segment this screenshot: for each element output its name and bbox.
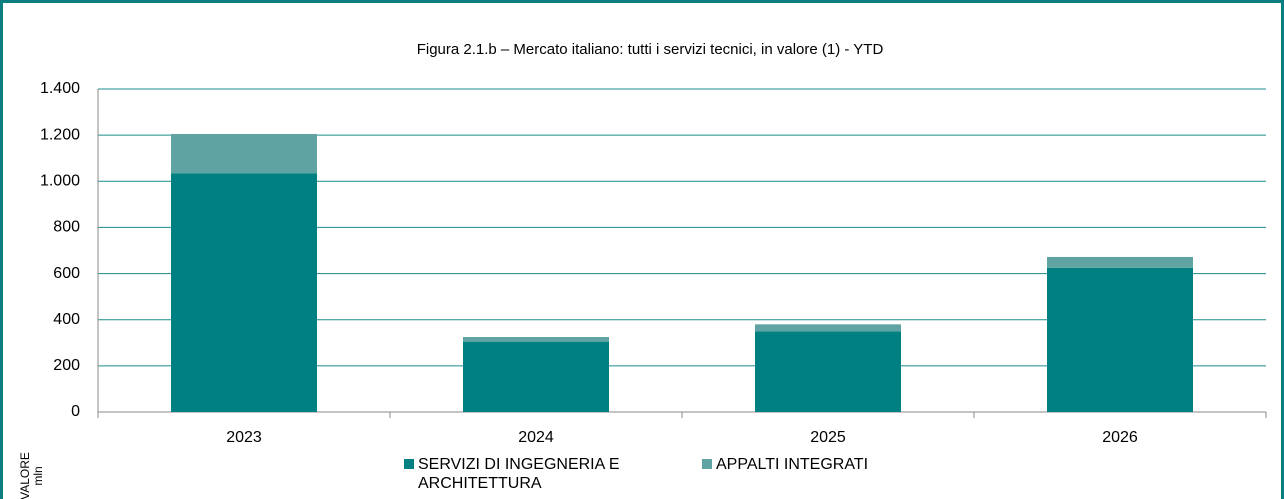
bar [1047, 267, 1193, 412]
y-tick-label: 600 [53, 265, 80, 282]
y-tick-label: 1.400 [40, 80, 80, 97]
y-tick-label: 1.200 [40, 126, 80, 143]
y-tick-label: 800 [53, 219, 80, 236]
legend-swatch [702, 459, 712, 469]
x-tick-label: 2025 [810, 429, 846, 446]
x-tick-label: 2026 [1102, 429, 1138, 446]
y-tick-label: 1.000 [40, 173, 80, 190]
y-tick-label: 0 [71, 403, 80, 420]
legend: SERVIZI DI INGEGNERIA E ARCHITETTURA APPA… [404, 455, 868, 493]
bar [755, 331, 901, 412]
bar [171, 133, 317, 174]
legend-item: SERVIZI DI INGEGNERIA E ARCHITETTURA [404, 455, 688, 493]
bar [463, 341, 609, 412]
x-tick-label: 2023 [226, 429, 262, 446]
legend-item: APPALTI INTEGRATI [702, 455, 868, 493]
legend-label: SERVIZI DI INGEGNERIA E ARCHITETTURA [418, 456, 620, 492]
bar [171, 173, 317, 412]
bar [755, 324, 901, 332]
bar [463, 337, 609, 342]
y-axis-label: VALORE mln [18, 452, 45, 499]
legend-label: APPALTI INTEGRATI [716, 456, 869, 473]
y-tick-label: 400 [53, 311, 80, 328]
x-tick-label: 2024 [518, 429, 554, 446]
legend-swatch [404, 459, 414, 469]
chart-title: Figura 2.1.b – Mercato italiano: tutti i… [417, 41, 884, 58]
bar [1047, 256, 1193, 268]
y-tick-label: 200 [53, 357, 80, 374]
